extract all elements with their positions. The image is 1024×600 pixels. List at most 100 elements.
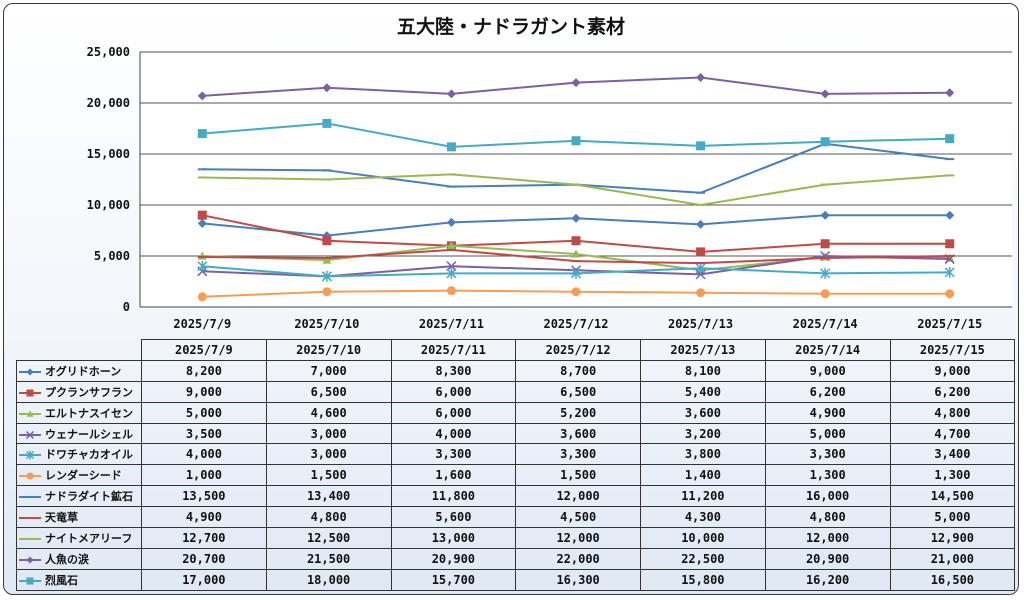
series-group <box>197 118 955 152</box>
chart-frame: 五大陸・ナドラガント素材 0 5,000 10,000 15,000 20,000 25,… <box>3 3 1019 595</box>
table-cell: 21,000 <box>889 547 1016 570</box>
legend-key-icon <box>19 430 41 439</box>
data-point <box>696 141 706 151</box>
data-point <box>696 219 706 229</box>
legend-key-icon <box>19 496 41 499</box>
table-header-cell: 2025/7/12 <box>515 339 641 361</box>
table-cell: 8,700 <box>515 359 641 382</box>
data-point <box>945 88 955 98</box>
table-cell: 22,000 <box>515 547 641 570</box>
table-header-cell: 2025/7/14 <box>764 339 891 361</box>
table-cell: 3,400 <box>889 443 1016 466</box>
table-cell: 4,900 <box>141 506 267 529</box>
data-point <box>321 270 332 282</box>
series-name: ナイトメアリーフ <box>45 531 133 545</box>
series-name: ドワチャカオイル <box>45 448 133 462</box>
table-header-row: 2025/7/9 2025/7/10 2025/7/11 2025/7/12 2025/… <box>16 339 1016 361</box>
data-point <box>446 241 456 250</box>
table-cell: 1,500 <box>265 464 392 487</box>
legend-key-icon <box>19 368 41 376</box>
table-cell: 12,000 <box>515 527 641 549</box>
series-name-cell: オグリドホーン <box>16 359 142 382</box>
table-cell: 4,800 <box>764 506 891 529</box>
data-point <box>944 266 955 278</box>
table-cell: 1,300 <box>764 464 891 487</box>
data-point <box>197 129 207 139</box>
data-point <box>570 267 582 279</box>
table-body: オグリドホーン 8,200 7,000 8,300 8,700 8,100 9,000 9,0… <box>16 359 1016 591</box>
data-point <box>446 217 456 227</box>
table-cell: 6,500 <box>265 380 392 403</box>
table-row: エルトナスイセン 5,000 4,600 6,000 5,200 3,600 4,900 4,… <box>16 401 1016 424</box>
series-name-cell: エルトナスイセン <box>16 401 142 424</box>
y-tick-label: 10,000 <box>87 198 130 212</box>
table-cell: 4,300 <box>640 506 766 529</box>
table-cell: 4,600 <box>265 401 392 424</box>
table-cell: 16,000 <box>764 485 891 508</box>
legend-key-icon <box>19 517 41 520</box>
table-cell: 9,000 <box>141 380 267 403</box>
table-cell: 18,000 <box>265 568 392 591</box>
table-cell: 1,400 <box>640 464 766 487</box>
x-tick-label: 2025/7/13 <box>668 317 733 331</box>
data-point <box>945 210 955 220</box>
table-cell: 20,700 <box>141 547 267 570</box>
y-tick-label: 15,000 <box>87 147 130 161</box>
data-point <box>197 292 207 302</box>
table-cell: 6,200 <box>764 380 891 403</box>
data-point <box>571 287 581 297</box>
series-name-cell: ウェナールシェル <box>16 422 142 445</box>
series-name: プクランサフラン <box>45 385 133 399</box>
table-cell: 8,300 <box>390 359 517 382</box>
series-group <box>197 248 955 265</box>
data-point <box>820 210 830 220</box>
data-point <box>322 287 332 297</box>
x-tick-label: 2025/7/11 <box>419 317 484 331</box>
table-cell: 13,500 <box>141 485 267 508</box>
data-point <box>571 213 581 223</box>
table-cell: 5,400 <box>640 380 766 403</box>
x-tick-label: 2025/7/15 <box>917 317 982 331</box>
table-cell: 11,800 <box>390 485 517 508</box>
series-name: ナドラダイト鉱石 <box>45 490 133 504</box>
y-tick-label: 25,000 <box>87 45 130 59</box>
x-tick-label: 2025/7/12 <box>543 317 608 331</box>
table-cell: 4,000 <box>141 443 267 466</box>
data-point <box>696 288 706 298</box>
data-point <box>26 577 34 585</box>
data-point <box>571 236 581 246</box>
table-cell: 4,500 <box>515 506 641 529</box>
table-cell: 16,500 <box>889 568 1016 591</box>
table-cell: 3,300 <box>764 443 891 466</box>
data-point <box>26 389 34 397</box>
table-cell: 3,300 <box>390 443 517 466</box>
table-cell: 5,600 <box>390 506 517 529</box>
table-cell: 13,400 <box>265 485 392 508</box>
table-header-cell: 2025/7/13 <box>640 339 766 361</box>
data-point <box>945 289 955 299</box>
series-group <box>197 260 955 282</box>
table-cell: 9,000 <box>889 359 1016 382</box>
x-tick-label: 2025/7/10 <box>294 317 359 331</box>
table-cell: 3,200 <box>640 422 766 445</box>
legend-key-icon <box>19 389 41 397</box>
table-cell: 12,500 <box>265 527 392 549</box>
table-row: 天竜草 4,900 4,800 5,600 4,500 4,300 4,800 5,000 <box>16 506 1016 529</box>
table-cell: 12,900 <box>889 527 1016 549</box>
data-point <box>322 255 332 264</box>
table-row: ドワチャカオイル 4,000 3,000 3,300 3,300 3,800 3,300 3,… <box>16 443 1016 466</box>
table-cell: 6,500 <box>515 380 641 403</box>
table-row: レンダーシード 1,000 1,500 1,600 1,500 1,400 1,300 1,3… <box>16 464 1016 487</box>
series-name-cell: レンダーシード <box>16 464 142 487</box>
table-cell: 14,500 <box>889 485 1016 508</box>
table-cell: 1,500 <box>515 464 641 487</box>
series-name: オグリドホーン <box>45 364 122 378</box>
table-row: ウェナールシェル 3,500 3,000 4,000 3,600 3,200 5,000 4,… <box>16 422 1016 445</box>
table-cell: 11,200 <box>640 485 766 508</box>
table-cell: 16,300 <box>515 568 641 591</box>
table-cell: 5,000 <box>889 506 1016 529</box>
series-group <box>197 73 955 101</box>
table-cell: 3,800 <box>640 443 766 466</box>
table-header-cell: 2025/7/10 <box>265 339 392 361</box>
table-cell: 3,600 <box>515 422 641 445</box>
